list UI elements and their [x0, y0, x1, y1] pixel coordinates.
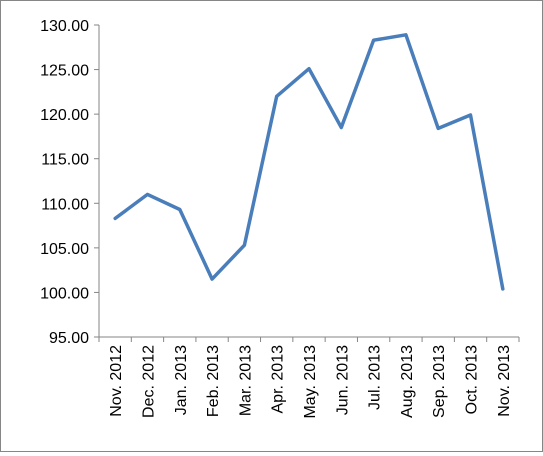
x-tick-label: Aug. 2013 — [399, 345, 416, 418]
x-tick-label: May. 2013 — [302, 345, 319, 419]
y-tick-label: 120.00 — [40, 107, 89, 124]
x-tick-label: Jul. 2013 — [367, 345, 384, 410]
x-tick-label: Dec. 2012 — [140, 345, 157, 418]
x-tick-label: Apr. 2013 — [270, 345, 287, 414]
data-point — [146, 193, 149, 196]
y-tick-label: 130.00 — [40, 18, 89, 35]
x-tick-label: Jan. 2013 — [173, 345, 190, 415]
data-point — [243, 243, 246, 247]
x-tick-label: Nov. 2013 — [496, 345, 513, 417]
data-point — [307, 67, 311, 70]
x-tick-label: Feb. 2013 — [205, 345, 222, 417]
data-point — [501, 287, 505, 291]
series-group — [113, 33, 505, 291]
y-tick-label: 95.00 — [49, 330, 89, 347]
data-point — [372, 38, 375, 42]
y-tick-label: 105.00 — [40, 241, 89, 258]
data-point — [178, 208, 181, 211]
data-point — [340, 126, 343, 129]
x-tick-label: Jun. 2013 — [334, 345, 351, 415]
data-point — [275, 95, 278, 98]
series-line — [113, 33, 505, 291]
data-point — [437, 127, 440, 130]
data-point — [469, 113, 472, 117]
y-axis: 95.00 100.00 105.00 110.00 115.00 120.00 125.0… — [40, 18, 100, 347]
data-point — [113, 217, 117, 220]
x-axis: Nov. 2012 Dec. 2012 Jan. 2013 Feb. 2013 Mar.… — [98, 336, 520, 419]
y-tick-label: 115.00 — [41, 152, 89, 169]
x-tick-label: Nov. 2012 — [108, 345, 125, 417]
y-tick-label: 125.00 — [40, 63, 89, 80]
y-tick-label: 110.00 — [41, 196, 89, 213]
data-point — [210, 277, 214, 281]
data-point — [404, 33, 408, 37]
y-tick-label: 100.00 — [40, 285, 89, 302]
x-tick-label: Mar. 2013 — [237, 345, 254, 416]
x-tick-label: Sep. 2013 — [431, 345, 448, 418]
x-tick-label: Oct. 2013 — [464, 345, 481, 414]
